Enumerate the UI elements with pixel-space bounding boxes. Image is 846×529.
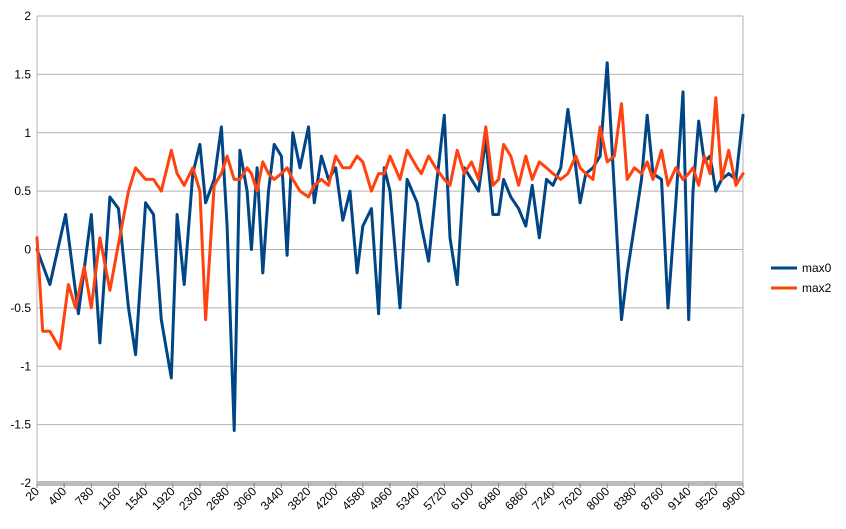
x-tick-label: 400: [45, 484, 69, 508]
x-tick-label: 9520: [692, 484, 721, 513]
y-tick-label: 2: [24, 9, 31, 23]
x-axis: 20 400 780 11601540192023002680306034403820…: [23, 481, 748, 513]
series-lines: [35, 61, 745, 432]
x-tick-label: 6100: [448, 484, 477, 513]
y-tick-label: 1: [24, 126, 31, 140]
x-tick-label: 3060: [231, 484, 260, 513]
x-tick-label: 8380: [611, 484, 640, 513]
y-tick-label: -2: [20, 476, 31, 490]
x-tick-label: 7620: [556, 484, 585, 513]
x-tick-label: 2680: [203, 484, 232, 513]
x-tick-label: 4960: [366, 484, 395, 513]
series-line-max0: [35, 61, 745, 432]
x-tick-label: 4580: [339, 484, 368, 513]
x-tick-label: 3820: [285, 484, 314, 513]
y-tick-label: -1.5: [10, 418, 31, 432]
y-axis: 2 1.5 1 0.5 0 -0.5 -1 -1.5 -2: [10, 9, 31, 490]
x-tick-label: 1160: [95, 484, 123, 512]
y-tick-label: -1: [20, 359, 31, 373]
x-tick-label: 9900: [719, 484, 748, 513]
x-tick-label: 6480: [475, 484, 504, 513]
x-tick-label: 7240: [529, 484, 558, 513]
x-tick-label: 4200: [312, 484, 341, 513]
x-tick-label: 6860: [502, 484, 531, 513]
y-tick-label: 0: [24, 243, 31, 257]
y-tick-label: -0.5: [10, 301, 31, 315]
x-tick-label: 2300: [176, 484, 205, 513]
x-tick-label: 9140: [665, 484, 694, 513]
y-tick-label: 1.5: [14, 67, 31, 81]
x-tick-label: 780: [72, 484, 96, 508]
x-tick-label: 1540: [122, 484, 151, 513]
x-tick-label: 1920: [149, 484, 178, 513]
series-line-max2: [35, 96, 745, 351]
legend-label-max2: max2: [802, 281, 832, 295]
x-tick-label: 8760: [638, 484, 667, 513]
x-tick-label: 3440: [258, 484, 287, 513]
x-tick-label: 5720: [421, 484, 450, 513]
y-tick-label: 0.5: [14, 184, 31, 198]
x-tick-label: 8000: [584, 484, 613, 513]
x-tick-label: 5340: [393, 484, 422, 513]
legend: max0 max2: [771, 261, 832, 295]
legend-label-max0: max0: [802, 261, 832, 275]
